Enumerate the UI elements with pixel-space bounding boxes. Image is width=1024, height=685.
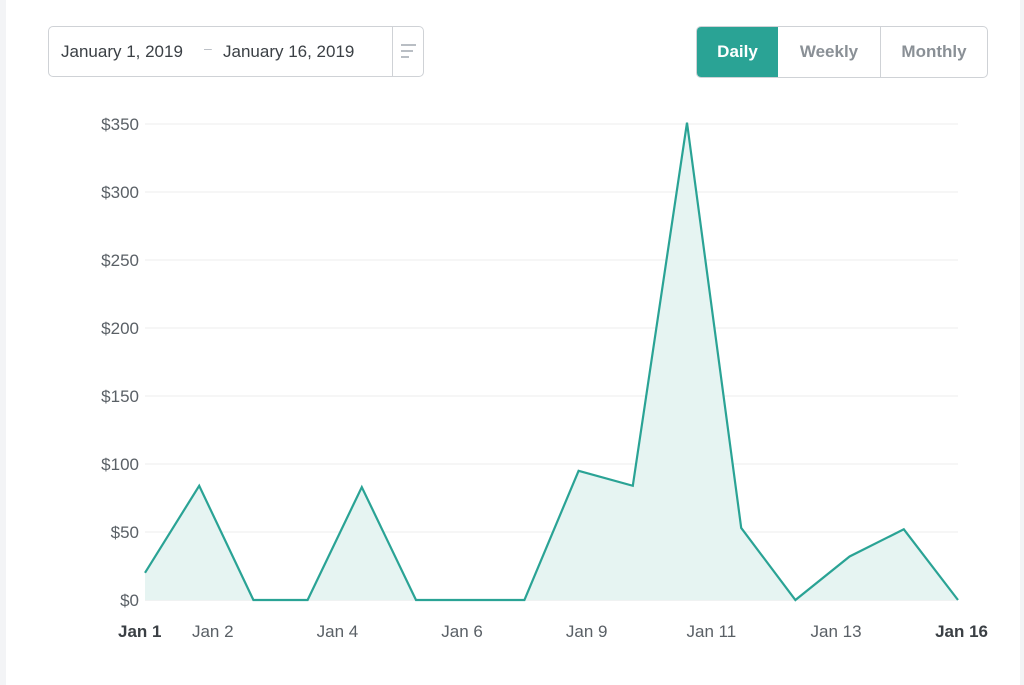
filter-line-2 [401, 50, 413, 52]
period-weekly-button[interactable]: Weekly [778, 27, 881, 77]
y-tick-label: $0 [120, 591, 139, 610]
period-monthly-button[interactable]: Monthly [901, 42, 967, 61]
date-range-start[interactable]: January 1, 2019 [61, 42, 183, 61]
filter-lines-icon[interactable] [393, 27, 424, 76]
y-tick-label: $150 [101, 387, 139, 406]
x-tick-label: Jan 4 [317, 622, 359, 641]
y-tick-label: $50 [111, 523, 139, 542]
period-daily-button[interactable]: Daily [697, 27, 778, 77]
x-tick-label: Jan 1 [118, 622, 161, 641]
period-toggle[interactable]: Daily Weekly Monthly [696, 26, 988, 78]
filter-line-3 [401, 56, 409, 58]
y-tick-label: $200 [101, 319, 139, 338]
right-page-border [1020, 0, 1024, 685]
date-range-divider [392, 27, 393, 76]
x-tick-label: Jan 6 [441, 622, 483, 641]
x-tick-label: Jan 13 [811, 622, 862, 641]
series-line [144, 122, 959, 602]
x-tick-label: Jan 16 [935, 622, 988, 641]
area-fill [145, 122, 958, 600]
date-range-separator: – [204, 40, 212, 56]
y-tick-label: $300 [101, 183, 139, 202]
x-tick-label: Jan 9 [566, 622, 608, 641]
x-tick-label: Jan 2 [192, 622, 234, 641]
x-tick-label: Jan 11 [686, 622, 736, 641]
y-tick-label: $250 [101, 251, 139, 270]
y-tick-label: $350 [101, 115, 139, 134]
date-range-end[interactable]: January 16, 2019 [223, 42, 355, 61]
date-range-picker[interactable]: January 1, 2019 – January 16, 2019 [48, 26, 424, 77]
left-page-border [0, 0, 6, 685]
y-tick-label: $100 [101, 455, 139, 474]
filter-line-1 [401, 44, 416, 46]
